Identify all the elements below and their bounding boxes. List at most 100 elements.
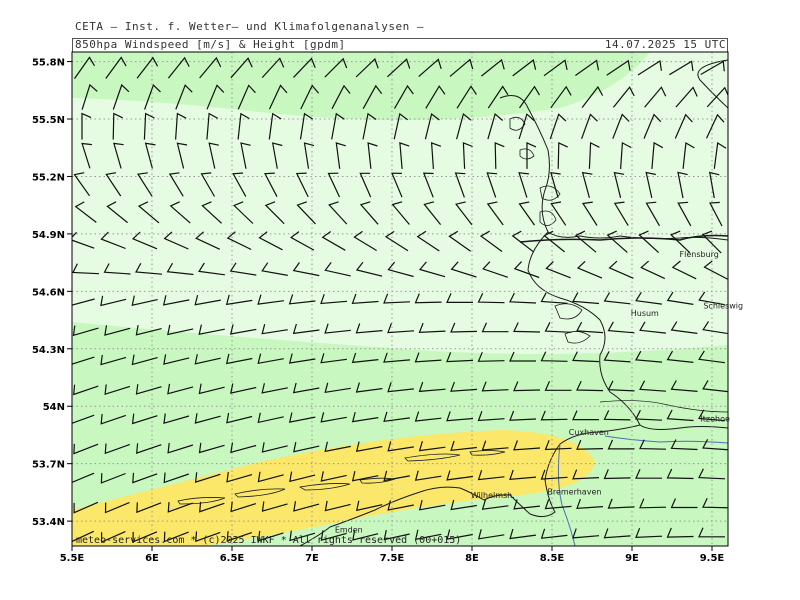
wind-barb — [550, 85, 572, 109]
wind-barb — [74, 201, 97, 223]
wind-barb — [481, 499, 509, 510]
wind-barb — [639, 321, 666, 334]
wind-barb — [303, 142, 315, 169]
copyright-credit: meteo-services.com * (c)2025 IWKF * All … — [76, 535, 461, 546]
wind-barb — [639, 380, 667, 392]
wind-barb — [106, 201, 128, 224]
wind-barb — [208, 142, 219, 169]
wind-barb — [320, 294, 348, 305]
wind-barb — [206, 84, 225, 110]
wind-barb — [572, 410, 599, 421]
wind-barb — [425, 85, 446, 109]
wind-barb — [72, 414, 95, 424]
wind-barb — [702, 439, 728, 451]
wind-barb — [545, 260, 571, 279]
wind-barb — [576, 260, 603, 279]
wind-barb — [73, 443, 99, 455]
wind-barb — [513, 499, 540, 510]
wind-barb — [540, 410, 568, 421]
wind-barb — [481, 381, 509, 392]
wind-barb — [288, 412, 316, 423]
wind-barb — [518, 113, 535, 140]
wind-barb — [226, 231, 252, 251]
wind-barb — [320, 353, 347, 364]
wind-barb — [509, 410, 537, 421]
wind-barb — [481, 322, 509, 333]
wind-barb — [167, 442, 194, 454]
wind-barb — [113, 142, 124, 169]
wind-barb — [386, 58, 411, 78]
wind-barb — [612, 86, 635, 108]
wind-barb — [163, 231, 189, 250]
wind-barb — [462, 142, 473, 169]
wind-barb — [162, 295, 190, 306]
wind-barb — [387, 382, 414, 393]
wind-barb — [635, 350, 663, 363]
wind-barb — [137, 201, 160, 224]
wind-barb — [167, 324, 194, 336]
wind-barb — [581, 113, 598, 140]
wind-barb — [230, 57, 253, 79]
wind-barb — [136, 443, 162, 454]
wind-barb — [574, 230, 597, 253]
wind-barb — [644, 86, 667, 108]
wind-barb — [540, 528, 568, 539]
wind-barb — [225, 294, 253, 306]
wind-barb — [232, 172, 247, 197]
wind-barb — [226, 412, 253, 424]
wind-barb — [414, 470, 442, 481]
wind-barb — [418, 322, 446, 333]
lat-tick-label: 54.9N — [32, 230, 65, 241]
lon-tick-label: 9E — [625, 553, 639, 564]
wind-barb — [418, 500, 446, 511]
wind-barb — [383, 529, 410, 541]
city-label: Husum — [631, 309, 659, 318]
wind-barb — [257, 412, 284, 424]
wind-barb — [393, 112, 409, 140]
wind-barb — [671, 260, 697, 280]
wind-barb — [131, 295, 158, 306]
lon-axis: 5.5E 6E 6.5E 7E 7.5E 8E 8.5E 9E 9.5E — [60, 546, 724, 564]
wind-barb — [331, 84, 351, 110]
wind-barb — [606, 59, 631, 76]
wind-barb — [351, 411, 379, 423]
wind-barb — [513, 440, 541, 451]
wind-barb — [430, 142, 442, 169]
wind-barb — [549, 113, 567, 140]
wind-barb — [387, 500, 414, 511]
wind-barb — [264, 172, 278, 197]
wind-barb — [72, 472, 95, 484]
wind-barb — [387, 261, 414, 278]
wind-barb — [509, 351, 536, 362]
wind-barb — [509, 292, 537, 304]
wind-barb — [100, 472, 126, 484]
wind-barb — [643, 113, 662, 139]
wind-barb — [198, 383, 225, 395]
wind-barb — [200, 172, 216, 197]
lat-tick-label: 53.7N — [32, 460, 65, 471]
wind-barb — [391, 201, 410, 225]
wind-barb — [639, 498, 667, 509]
wind-barb — [635, 468, 662, 479]
wind-barb — [135, 384, 162, 395]
wind-barb — [132, 472, 158, 484]
wind-barb — [486, 172, 498, 198]
wind-barb — [477, 410, 505, 422]
wind-barb — [607, 498, 635, 509]
wind-barb — [455, 201, 473, 226]
wind-barb — [383, 470, 410, 482]
wind-barb — [448, 230, 471, 252]
wind-barb — [414, 352, 442, 363]
wind-barb — [550, 201, 567, 226]
wind-barb — [576, 321, 604, 334]
wind-barb — [450, 440, 477, 451]
wind-barb — [603, 469, 631, 480]
wind-barb — [424, 112, 440, 140]
wind-barb — [482, 261, 508, 278]
wind-barb — [575, 59, 600, 76]
wind-barb — [446, 529, 473, 540]
wind-barb — [324, 382, 351, 394]
wind-barb — [544, 499, 572, 510]
wind-barb — [327, 172, 341, 198]
wind-barb — [698, 527, 725, 538]
